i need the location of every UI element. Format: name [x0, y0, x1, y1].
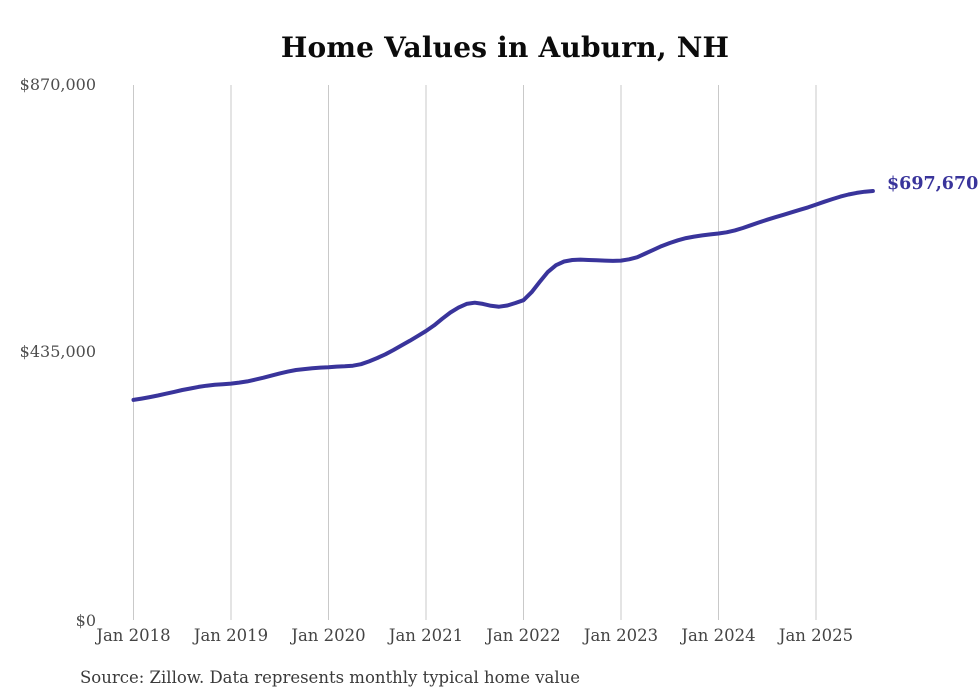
- x-tick-label: Jan 2022: [486, 626, 561, 645]
- x-tick-label: Jan 2021: [388, 626, 464, 645]
- x-tick-label: Jan 2024: [681, 626, 756, 645]
- y-tick-label-0: $0: [75, 611, 96, 630]
- x-tick-label: Jan 2020: [291, 626, 366, 645]
- x-tick-label: Jan 2019: [193, 626, 269, 645]
- home-value-line: [131, 189, 875, 402]
- vertical-gridlines: [133, 85, 817, 620]
- y-tick-label-870000: $870,000: [19, 75, 96, 94]
- x-tick-label: Jan 2025: [778, 626, 854, 645]
- x-tick-label: Jan 2023: [583, 626, 659, 645]
- x-tick-label: Jan 2018: [96, 626, 171, 645]
- y-tick-label-435000: $435,000: [19, 342, 96, 361]
- latest-value-label: $697,670: [887, 174, 979, 194]
- source-note: Source: Zillow. Data represents monthly …: [80, 668, 581, 687]
- chart-title: Home Values in Auburn, NH: [280, 31, 730, 64]
